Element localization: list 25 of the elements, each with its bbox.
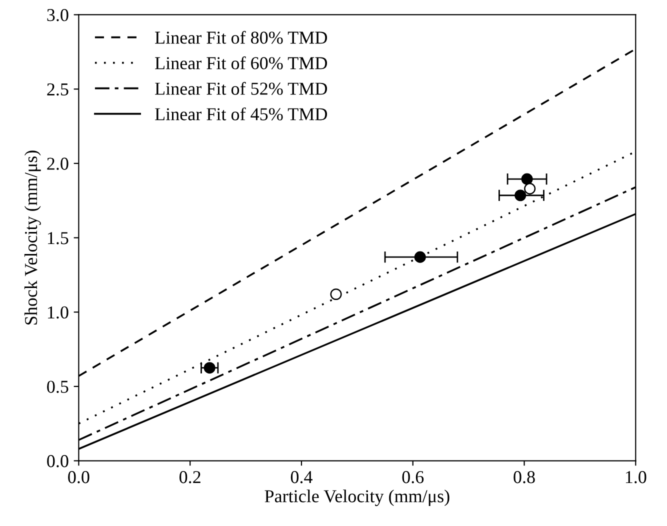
point: [414, 251, 426, 263]
x-tick-label: 1.0: [626, 471, 646, 484]
legend-label: Linear Fit of 80% TMD: [155, 30, 328, 44]
point: [524, 182, 536, 194]
legend-label: Linear Fit of 52% TMD: [155, 82, 328, 95]
x-tick-label: 0.8: [514, 471, 535, 484]
y-tick-label: 2.5: [47, 83, 68, 96]
x-tick-label: 0.4: [290, 471, 312, 484]
y-tick-label: 0.0: [47, 455, 68, 468]
x-tick-label: 0.2: [180, 471, 200, 484]
legend-label: Linear Fit of 45% TMD: [155, 107, 328, 120]
point: [521, 173, 533, 185]
point: [204, 362, 216, 374]
y-axis-title: Shock Velocity (mm/μs): [24, 150, 41, 324]
x-tick-label: 0.0: [68, 471, 90, 484]
point: [514, 190, 526, 202]
y-tick-label: 3.0: [47, 8, 68, 22]
y-tick-label: 2.0: [47, 158, 68, 170]
y-tick-label: 1.5: [48, 232, 68, 244]
y-tick-label: 1.0: [48, 306, 68, 319]
x-axis-title: Particle Velocity (mm/μs): [264, 490, 450, 506]
legend-label: Linear Fit of 60% TMD: [155, 56, 328, 70]
y-tick-label: 0.5: [47, 380, 68, 393]
point: [330, 288, 342, 300]
x-tick-label: 0.6: [402, 471, 424, 484]
